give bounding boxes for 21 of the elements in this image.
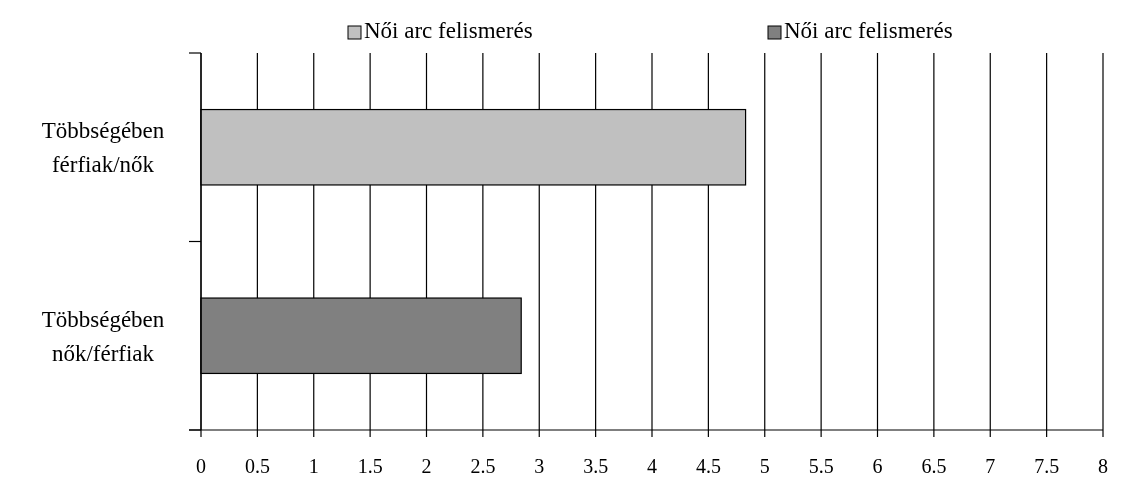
x-tick-label: 7 xyxy=(985,455,996,477)
x-tick-label: 3 xyxy=(534,455,545,477)
x-tick-label: 4 xyxy=(647,455,657,477)
x-tick-label: 4.5 xyxy=(695,455,721,477)
y-tick-label: Többségében nők/férfiak xyxy=(41,306,165,366)
x-tick-label: 1.5 xyxy=(357,455,383,477)
x-tick-label: 5.5 xyxy=(808,455,834,477)
x-tick-label: 8 xyxy=(1098,455,1108,477)
x-tick-label: 6.5 xyxy=(921,455,947,477)
x-tick-label: 7.5 xyxy=(1034,455,1060,477)
x-tick-label: 2.5 xyxy=(470,455,496,477)
x-tick-label: 3.5 xyxy=(583,455,609,477)
x-tick-label: 6 xyxy=(872,455,883,477)
legend-label: Női arc felismerés xyxy=(364,18,533,43)
x-tick-label: 1 xyxy=(308,455,319,477)
x-tick-label: 2 xyxy=(421,455,432,477)
x-tick-label: 0.5 xyxy=(244,455,270,477)
x-tick-label: 0 xyxy=(196,455,206,477)
y-tick-label: Többségében férfiak/nők xyxy=(41,118,165,178)
legend-label: Női arc felismerés xyxy=(784,18,953,43)
x-tick-label: 5 xyxy=(759,455,770,477)
